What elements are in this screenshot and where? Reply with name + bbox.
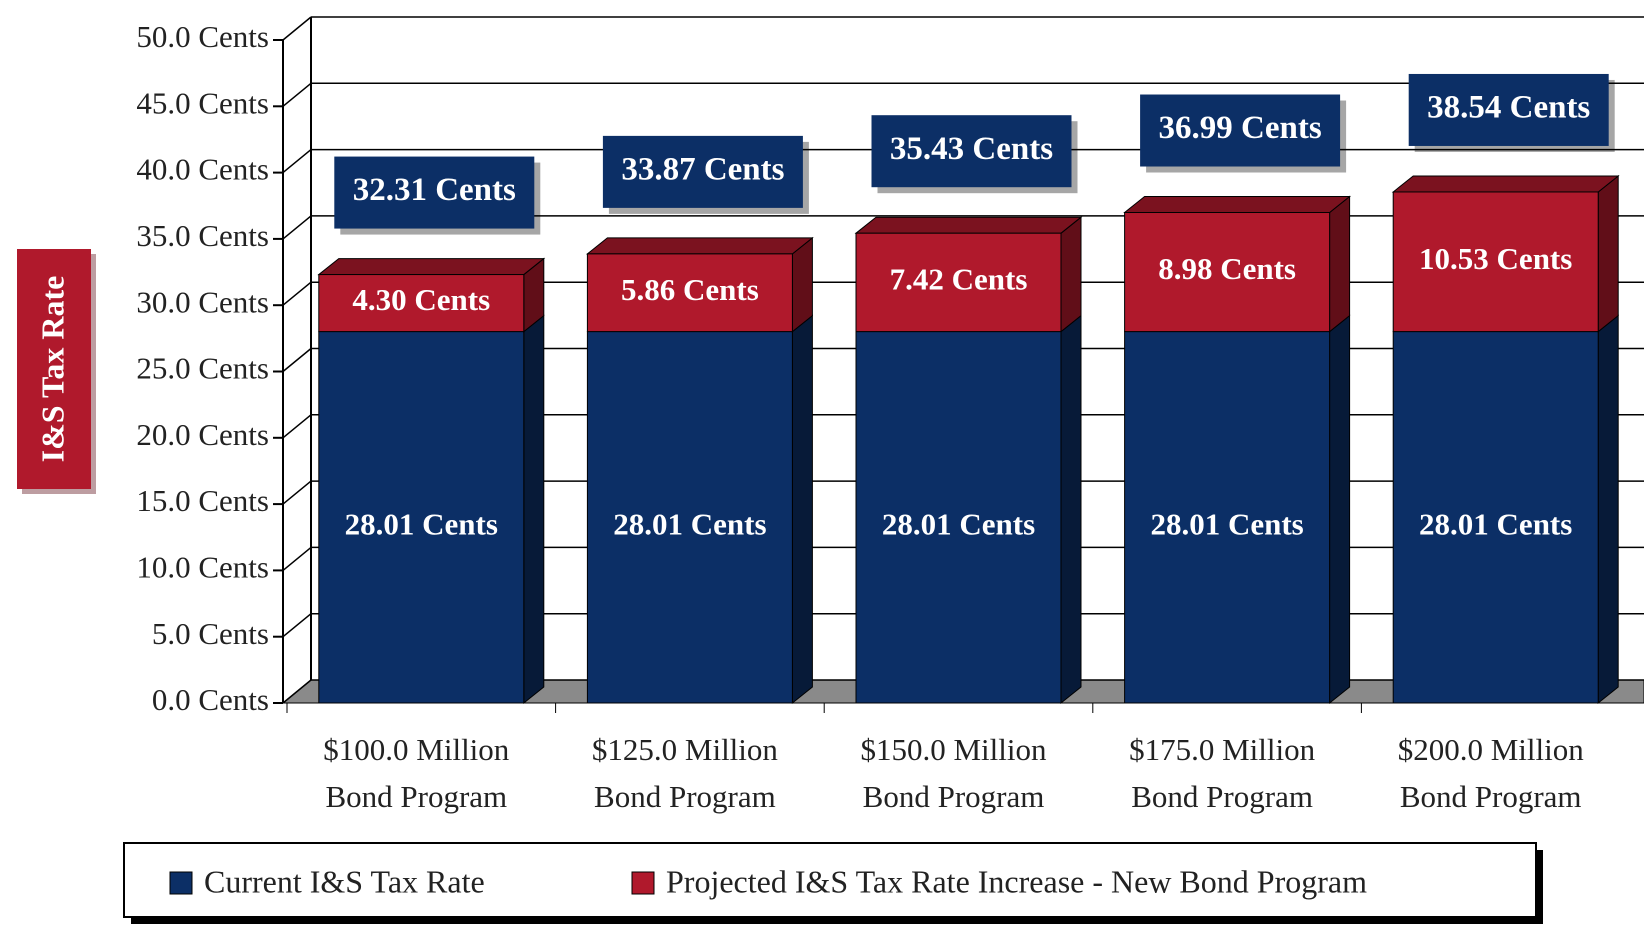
value-label: 8.98 Cents [1158,251,1296,286]
value-label: 28.01 Cents [882,506,1035,541]
x-tick-label: $175.0 Million [1129,732,1316,767]
grid-diagonal [282,16,312,41]
value-label: 10.53 Cents [1419,241,1572,276]
grid-diagonal [282,149,312,174]
bar-top [1391,175,1620,193]
y-tick-label: 30.0 Cents [136,284,269,319]
total-box [1140,94,1341,167]
bar-side [1060,216,1082,333]
total-label: 33.87 Cents [621,151,784,187]
bar-top [1123,196,1352,214]
x-tick-label: Bond Program [863,779,1045,814]
bar-side [791,314,813,705]
bar [318,274,525,333]
value-label: 28.01 Cents [613,506,766,541]
grid-diagonal [282,679,312,704]
grid-diagonal [282,82,312,107]
y-label-box-front [17,249,91,489]
value-label: 7.42 Cents [890,262,1028,297]
bar-top [317,258,546,276]
y-tick-label: 20.0 Cents [136,417,269,452]
y-tick-label: 15.0 Cents [136,483,269,518]
x-tick-label: $100.0 Million [323,732,510,767]
bar-side [1329,195,1351,333]
bar-side [1329,314,1351,705]
bar-top [854,216,1083,234]
y-axis-label: I&S Tax Rate [34,276,70,463]
value-label: 28.01 Cents [1419,506,1572,541]
y-tick-label: 50.0 Cents [136,19,269,54]
grid-diagonal [282,613,312,638]
y-tick-label: 45.0 Cents [136,85,269,120]
value-label: 28.01 Cents [345,506,498,541]
value-label: 5.86 Cents [621,272,759,307]
bar [318,331,525,704]
bar-side [523,314,545,705]
bar [1392,191,1599,333]
total-box [1408,73,1609,146]
y-tick-label: 25.0 Cents [136,351,269,386]
legend-swatch [631,871,655,895]
x-tick-label: Bond Program [1400,779,1582,814]
legend-label: Current I&S Tax Rate [204,863,485,899]
y-tick-label: 35.0 Cents [136,218,269,253]
x-tick-label: $150.0 Million [860,732,1047,767]
grid-diagonal [282,546,312,571]
legend [123,842,1537,918]
bar [1124,331,1331,704]
grid-diagonal [282,414,312,439]
x-tick-label: $200.0 Million [1398,732,1585,767]
grid-diagonal [282,347,312,373]
y-tick-label: 40.0 Cents [136,152,269,187]
total-box [334,156,535,229]
value-label: 28.01 Cents [1150,506,1303,541]
legend-swatch [169,871,193,895]
bar-side [1060,314,1082,705]
x-tick-label: $125.0 Million [592,732,779,767]
bar [586,253,793,333]
total-label: 36.99 Cents [1159,110,1322,146]
y-tick-label: 5.0 Cents [152,616,269,651]
bar [586,331,793,704]
total-box [871,115,1072,188]
x-tick-label: Bond Program [325,779,507,814]
x-tick-label: Bond Program [1131,779,1313,814]
value-label: 4.30 Cents [352,282,490,317]
grid-diagonal [282,281,312,306]
legend-label: Projected I&S Tax Rate Increase - New Bo… [666,863,1367,899]
bar [855,232,1062,333]
total-label: 38.54 Cents [1427,90,1590,126]
bar-side [1597,314,1619,705]
bar [855,331,1062,704]
total-box [602,135,803,208]
x-tick-label: Bond Program [594,779,776,814]
total-label: 32.31 Cents [353,172,516,208]
y-tick-label: 10.0 Cents [136,550,269,585]
bar [1124,212,1331,333]
total-label: 35.43 Cents [890,131,1053,167]
bar [1392,331,1599,704]
grid-diagonal [282,480,312,505]
y-tick-label: 0.0 Cents [152,682,269,717]
bar-top [585,237,814,255]
grid-diagonal [282,215,312,240]
bar-side [1597,174,1619,333]
